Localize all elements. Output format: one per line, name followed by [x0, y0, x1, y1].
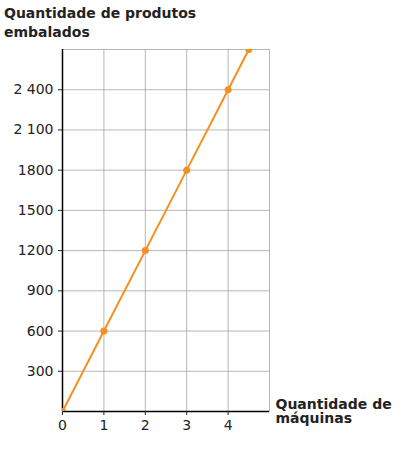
svg-text:2 100: 2 100: [13, 121, 53, 137]
svg-text:2 400: 2 400: [13, 81, 53, 97]
svg-text:3: 3: [182, 417, 191, 433]
svg-text:1: 1: [99, 417, 108, 433]
svg-text:1200: 1200: [18, 242, 54, 258]
svg-text:900: 900: [27, 282, 54, 298]
svg-text:1800: 1800: [18, 162, 54, 178]
svg-text:300: 300: [27, 363, 54, 379]
html-text:Quantidade de produtos embalad: Quantidade de produtos embalados: [4, 5, 197, 40]
svg-text:600: 600: [27, 323, 54, 339]
svg-text:1500: 1500: [18, 202, 54, 218]
svg-text:2: 2: [141, 417, 150, 433]
svg-text:4: 4: [224, 417, 233, 433]
svg-text:0: 0: [58, 417, 67, 433]
svg-text:Quantidade demáquinas: Quantidade demáquinas: [276, 396, 392, 426]
